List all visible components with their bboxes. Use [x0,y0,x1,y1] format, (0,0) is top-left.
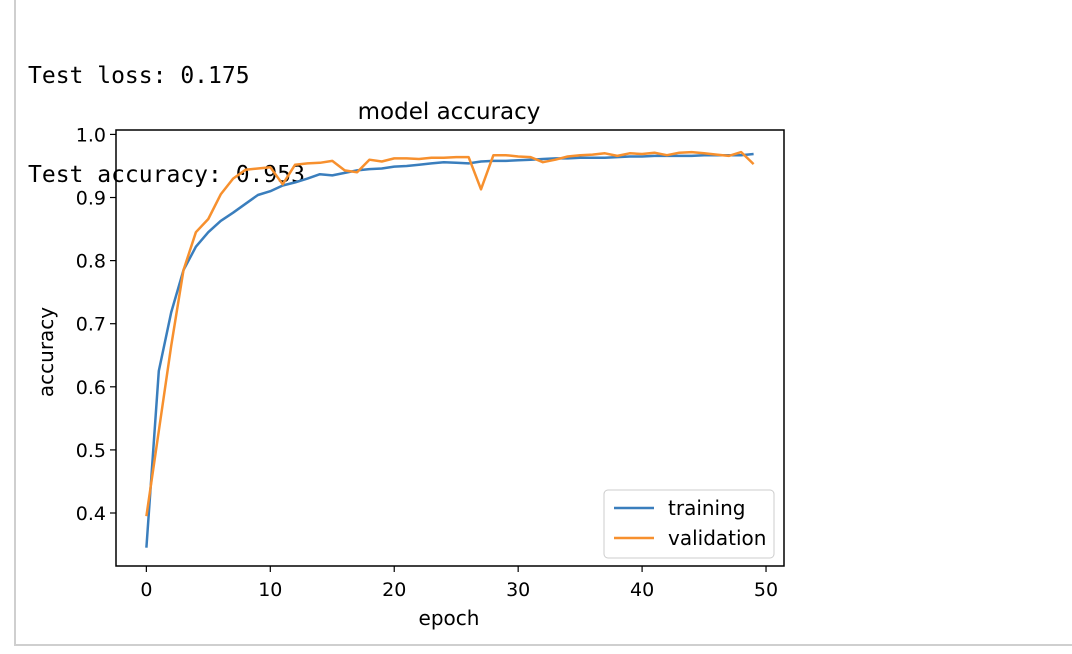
x-tick-label: 10 [258,579,282,601]
y-tick-label: 0.4 [76,503,106,525]
legend-label-validation: validation [668,526,766,550]
y-tick-label: 0.8 [76,251,106,273]
legend-label-training: training [668,496,745,520]
series-line-training [145,152,754,548]
x-tick-label: 30 [506,579,530,601]
series-line-validation [145,150,755,517]
ticks-layer: 0 10 20 30 40 50 0.4 0.5 0.6 0.7 0.8 0.9 1.0 [76,124,778,601]
test-loss-line: Test loss: 0.175 [28,63,250,89]
cell-output: Test loss: 0.175 Test accuracy: 0.953 [28,0,305,225]
chart-title: model accuracy [358,99,541,125]
series-layer [145,150,755,548]
y-tick-label: 0.9 [76,188,106,210]
y-tick-label: 0.7 [76,314,106,336]
y-tick-label: 0.5 [76,440,106,462]
cell-border-bottom [14,644,1072,646]
y-axis-label: accuracy [34,307,58,397]
plot-frame [115,129,785,567]
x-tick-label: 20 [382,579,406,601]
y-tick-label: 1.0 [76,124,106,146]
y-tick-label: 0.6 [76,377,106,399]
x-axis-label: epoch [419,606,480,630]
cell-border-left [14,0,16,644]
x-tick-label: 50 [754,579,778,601]
test-accuracy-line: Test accuracy: 0.953 [28,162,305,188]
legend: training validation [603,489,775,559]
x-tick-label: 0 [140,579,152,601]
x-tick-label: 40 [630,579,654,601]
